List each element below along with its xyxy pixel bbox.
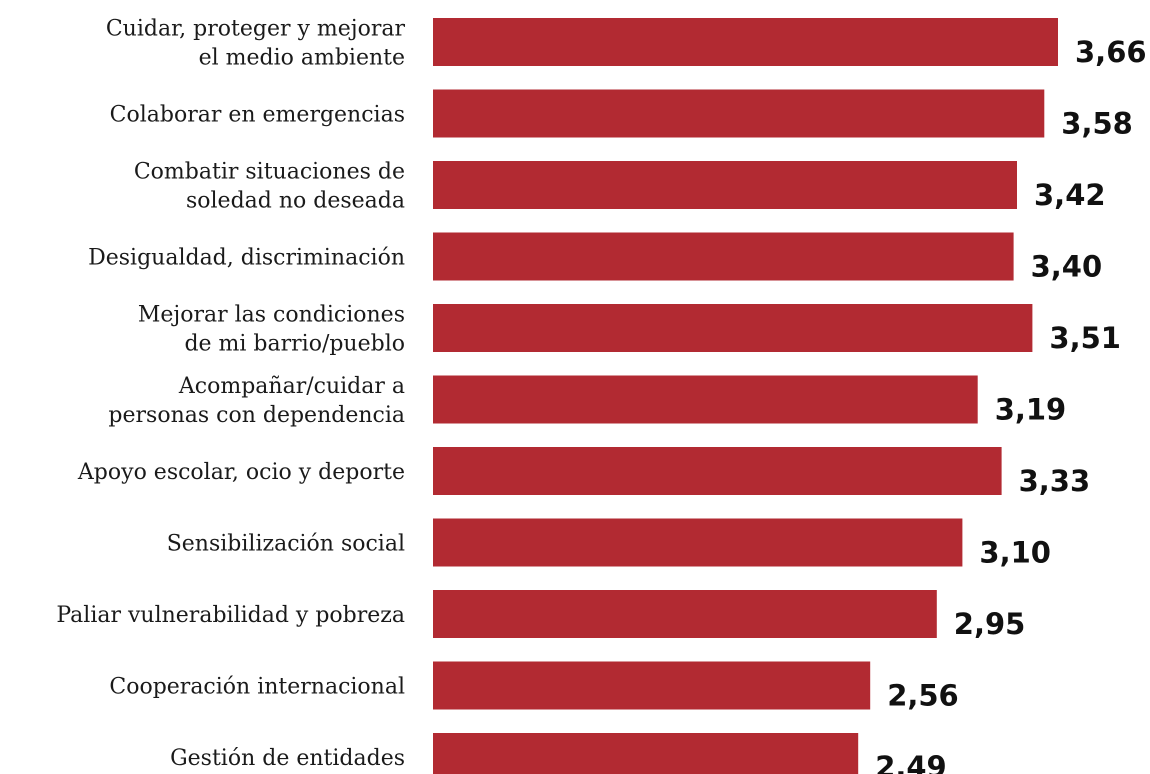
category-label-5: Acompañar/cuidar a personas con dependenc… [108,374,405,428]
value-label-8: 2,95 [954,607,1026,641]
category-label-line: Apoyo escolar, ocio y deporte [77,460,405,485]
bar-5 [433,375,978,424]
bar-2 [433,161,1017,209]
category-label-9: Cooperación internacional [109,675,405,700]
category-label-line: el medio ambiente [199,46,405,71]
category-label-7: Sensibilización social [167,532,405,557]
bar-4 [433,304,1033,352]
bar-6 [433,447,1002,495]
category-label-line: Sensibilización social [167,532,405,557]
bar-9 [433,661,871,710]
value-label-10: 2,49 [875,750,947,774]
value-label-4: 3,51 [1049,321,1121,355]
bar-10 [433,733,859,774]
category-label-line: Gestión de entidades [170,746,405,771]
category-label-line: Acompañar/cuidar a [178,374,405,399]
category-label-10: Gestión de entidades [170,746,405,771]
bar-1 [433,89,1045,138]
category-label-line: soledad no deseada [186,189,405,214]
bar-3 [433,232,1014,281]
category-label-line: Paliar vulnerabilidad y pobreza [56,603,405,628]
value-label-6: 3,33 [1019,464,1091,498]
category-label-4: Mejorar las condiciones de mi barrio/pueb… [138,303,405,357]
category-label-line: Cooperación internacional [109,675,405,700]
category-label-line: personas con dependencia [108,403,405,428]
value-label-0: 3,66 [1075,35,1147,69]
category-label-line: de mi barrio/pueblo [184,332,405,357]
bars-group [433,18,1058,774]
category-label-line: Desigualdad, discriminación [88,246,405,271]
value-label-3: 3,40 [1031,250,1103,284]
category-label-line: Cuidar, proteger y mejorar [106,17,406,42]
category-label-3: Desigualdad, discriminación [88,246,405,271]
value-labels-group: 3,66 3,58 3,42 3,40 3,51 3,19 3,33 3,10 2,95 2,56… [875,35,1146,774]
category-labels-group: Cuidar, proteger y mejorar el medio ambie… [56,17,405,772]
category-label-0: Cuidar, proteger y mejorar el medio ambie… [106,17,406,71]
value-label-9: 2,56 [887,679,959,713]
bar-7 [433,518,963,567]
bar-8 [433,590,937,638]
value-label-7: 3,10 [979,536,1051,570]
category-label-1: Colaborar en emergencias [110,103,405,128]
category-label-line: Colaborar en emergencias [110,103,405,128]
category-label-2: Combatir situaciones de soledad no desead… [134,160,405,214]
category-label-6: Apoyo escolar, ocio y deporte [77,460,405,485]
category-label-8: Paliar vulnerabilidad y pobreza [56,603,405,628]
value-label-2: 3,42 [1034,178,1106,212]
category-label-line: Mejorar las condiciones [138,303,405,328]
value-label-1: 3,58 [1061,107,1133,141]
value-label-5: 3,19 [995,393,1067,427]
category-label-line: Combatir situaciones de [134,160,405,185]
bar-0 [433,18,1058,66]
